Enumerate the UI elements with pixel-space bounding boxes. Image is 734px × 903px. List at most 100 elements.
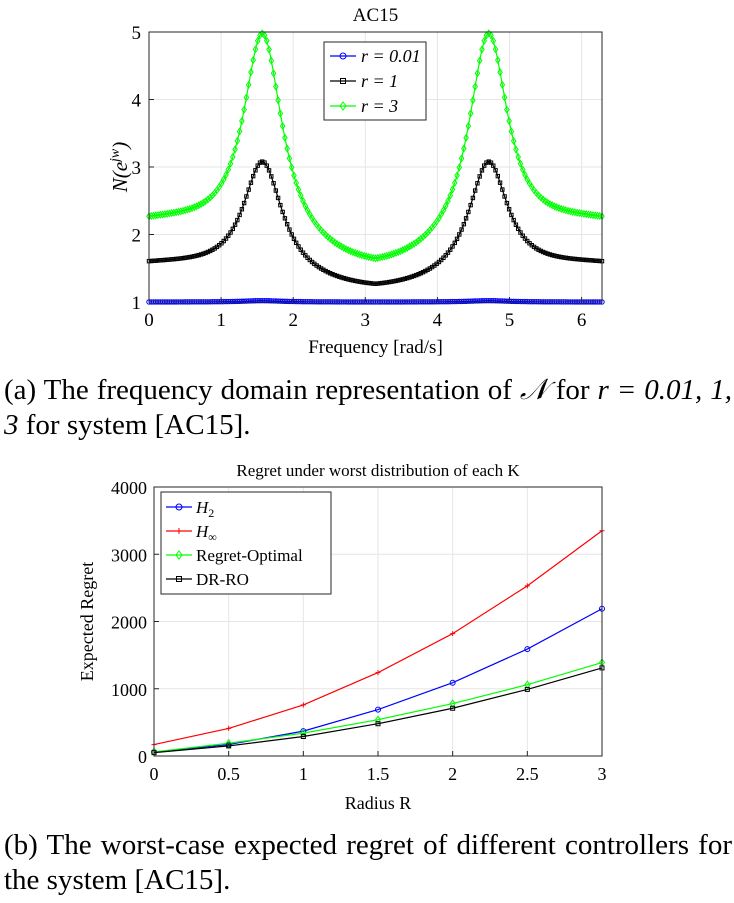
chart-a-point <box>468 202 473 208</box>
chart-a-point <box>225 165 232 174</box>
chart-a-point <box>450 244 455 249</box>
chart-a-point <box>374 253 381 262</box>
chart-b-point <box>225 738 232 748</box>
chart-a-point <box>300 196 306 206</box>
chart-a-point <box>280 209 285 215</box>
chart-a-point <box>180 255 186 261</box>
chart-b-xtick-label: 2.5 <box>516 764 539 784</box>
chart-a-point <box>171 208 177 217</box>
chart-a-point <box>268 56 275 65</box>
chart-a-point <box>300 250 306 255</box>
chart-a-point <box>254 36 261 45</box>
chart-a-point <box>289 232 294 237</box>
chart-a-point <box>381 252 388 261</box>
chart-a-point <box>518 230 523 235</box>
chart-b-xtick-label: 1 <box>299 764 308 784</box>
chart-a-point <box>239 207 245 212</box>
chart-a-point <box>284 221 290 227</box>
chart-a-point <box>476 56 483 65</box>
chart-a-point <box>202 197 209 206</box>
chart-b-ylabel: Expected Regret <box>77 562 97 681</box>
chart-a-point <box>232 145 238 154</box>
chart-a-point <box>178 256 183 261</box>
chart-b-xlabel: Radius R <box>345 793 412 813</box>
caption-a-symbol: 𝒩 <box>519 374 548 406</box>
chart-b-point <box>524 680 531 690</box>
chart-a-point <box>413 238 420 247</box>
chart-a-point <box>522 236 528 241</box>
chart-a-point <box>298 247 303 252</box>
chart-a-point <box>475 181 480 186</box>
chart-a-point <box>418 271 424 276</box>
chart-a-ytick-label: 1 <box>132 293 142 314</box>
chart-a-point <box>246 187 251 192</box>
chart-a-point <box>295 185 302 194</box>
chart-a-point <box>500 187 505 192</box>
chart-a-point <box>572 256 578 262</box>
chart-a-point <box>182 206 189 215</box>
chart-a-point <box>519 165 526 174</box>
chart-a-point <box>388 250 395 259</box>
chart-a-point <box>282 216 288 221</box>
chart-a-point <box>157 210 164 219</box>
chart-a-point <box>173 256 179 262</box>
chart-a-point <box>461 221 467 227</box>
chart-a-point <box>545 251 550 256</box>
chart-a-point <box>506 207 512 212</box>
chart-b-legend-marker <box>176 576 182 582</box>
chart-a-point <box>277 109 284 118</box>
chart-a-point <box>286 154 293 163</box>
chart-a-point <box>177 207 184 216</box>
chart-a-point <box>390 249 397 258</box>
chart-a-point <box>517 159 524 168</box>
chart-a-point <box>223 170 229 179</box>
chart-a-point <box>445 250 451 255</box>
chart-a-point <box>467 109 474 118</box>
chart-b-legend-marker <box>176 528 182 534</box>
chart-a-point <box>547 252 553 257</box>
chart-a-point <box>481 36 488 45</box>
chart-a-point <box>574 256 580 262</box>
chart-a-point <box>262 160 267 165</box>
chart-b-ytick-label: 2000 <box>111 613 147 633</box>
chart-a-point <box>438 257 444 263</box>
chart-a-point <box>438 210 444 219</box>
chart-a-point <box>402 276 408 281</box>
chart-a-point <box>244 194 249 199</box>
chart-a-point <box>499 80 506 89</box>
chart-a-point <box>294 240 299 246</box>
chart-a-xtick-label: 5 <box>505 310 515 331</box>
chart-a-point <box>192 254 197 259</box>
chart-a-point <box>167 257 172 262</box>
chart-a-point <box>515 226 521 232</box>
chart-a-point <box>395 278 401 283</box>
chart-a-point <box>155 210 161 220</box>
chart-a-point <box>193 202 200 211</box>
chart-b-point <box>524 583 530 589</box>
chart-a-point <box>398 277 403 283</box>
chart-b-series-1 <box>151 528 605 748</box>
chart-a-point <box>406 242 413 251</box>
chart-a-point <box>153 258 158 263</box>
chart-a-point <box>291 236 297 242</box>
chart-a-legend-label: r = 0.01 <box>361 46 421 66</box>
chart-a-point <box>226 233 231 238</box>
chart-a-point <box>198 199 204 209</box>
chart-a-point <box>297 191 304 200</box>
chart-a-point <box>380 280 385 286</box>
chart-a-point <box>162 257 168 263</box>
chart-a-point <box>595 258 600 264</box>
chart-b-point <box>375 670 381 676</box>
chart-b-point <box>449 699 456 708</box>
chart-a-point <box>565 255 571 261</box>
chart-a-point <box>483 31 490 40</box>
chart-a-title: AC15 <box>353 5 398 26</box>
chart-a-point <box>465 121 472 131</box>
chart-b-point <box>450 631 456 637</box>
caption-a-prefix: (a) The frequency domain representation … <box>4 374 520 406</box>
chart-a-point <box>361 280 367 285</box>
chart-a-point <box>504 200 510 206</box>
chart-a-point <box>538 193 544 202</box>
chart-a-point <box>543 250 548 256</box>
chart-a-point <box>151 258 156 264</box>
